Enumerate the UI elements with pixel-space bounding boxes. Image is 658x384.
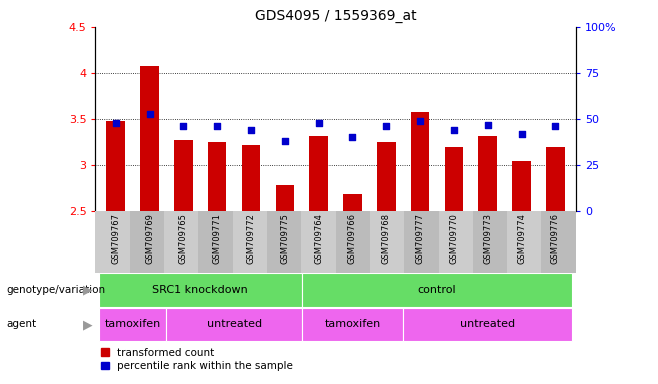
Text: GSM709770: GSM709770 — [449, 213, 459, 264]
Bar — [507, 211, 542, 273]
Text: control: control — [418, 285, 457, 295]
Text: ▶: ▶ — [82, 318, 92, 331]
Bar — [208, 142, 226, 211]
Legend: transformed count, percentile rank within the sample: transformed count, percentile rank withi… — [101, 348, 293, 371]
Text: GSM709774: GSM709774 — [517, 213, 526, 264]
Text: GSM709776: GSM709776 — [551, 213, 560, 264]
Bar — [542, 211, 576, 273]
Point — [550, 123, 561, 129]
Bar — [164, 211, 198, 273]
Text: GSM709766: GSM709766 — [348, 213, 357, 264]
Text: ▶: ▶ — [82, 283, 92, 296]
Text: GSM709769: GSM709769 — [145, 213, 154, 264]
Bar — [241, 145, 261, 211]
Bar — [198, 211, 233, 273]
Bar — [302, 308, 403, 341]
Bar — [140, 66, 159, 211]
Text: GSM709765: GSM709765 — [179, 213, 188, 264]
Bar — [301, 211, 336, 273]
Text: SRC1 knockdown: SRC1 knockdown — [153, 285, 248, 295]
Text: untreated: untreated — [207, 319, 262, 329]
Bar — [370, 211, 404, 273]
Bar — [233, 211, 267, 273]
Bar — [107, 121, 125, 211]
Bar — [309, 136, 328, 211]
Title: GDS4095 / 1559369_at: GDS4095 / 1559369_at — [255, 9, 417, 23]
Point — [280, 138, 290, 144]
Text: tamoxifen: tamoxifen — [105, 319, 161, 329]
Bar — [343, 194, 362, 211]
Bar — [174, 140, 193, 211]
Point — [482, 121, 493, 127]
Point — [347, 134, 358, 141]
Bar — [445, 147, 463, 211]
Point — [449, 127, 459, 133]
Point — [245, 127, 256, 133]
Bar — [438, 211, 473, 273]
Text: GSM709771: GSM709771 — [213, 213, 222, 264]
Bar — [403, 308, 572, 341]
Bar — [267, 211, 301, 273]
Point — [381, 123, 392, 129]
Text: GSM709777: GSM709777 — [416, 213, 424, 264]
Text: agent: agent — [7, 319, 37, 329]
Bar — [513, 161, 531, 211]
Text: GSM709767: GSM709767 — [111, 213, 120, 264]
Text: untreated: untreated — [460, 319, 515, 329]
Bar — [130, 211, 164, 273]
Point — [517, 131, 527, 137]
Text: GSM709764: GSM709764 — [314, 213, 323, 264]
Text: GSM709768: GSM709768 — [382, 213, 391, 264]
Bar — [302, 273, 572, 306]
Text: GSM709772: GSM709772 — [247, 213, 255, 264]
Point — [111, 120, 121, 126]
Text: tamoxifen: tamoxifen — [324, 319, 380, 329]
Bar — [546, 147, 565, 211]
Bar — [99, 308, 166, 341]
Text: GSM709775: GSM709775 — [280, 213, 290, 264]
Point — [144, 111, 155, 117]
Bar — [95, 211, 130, 273]
Bar — [404, 211, 438, 273]
Bar — [377, 142, 395, 211]
Bar — [276, 185, 294, 211]
Bar — [473, 211, 507, 273]
Bar — [166, 308, 302, 341]
Bar — [336, 211, 370, 273]
Bar — [478, 136, 497, 211]
Point — [415, 118, 426, 124]
Point — [313, 120, 324, 126]
Point — [212, 123, 222, 129]
Bar — [99, 273, 302, 306]
Text: GSM709773: GSM709773 — [483, 213, 492, 264]
Point — [178, 123, 189, 129]
Text: genotype/variation: genotype/variation — [7, 285, 106, 295]
Bar — [411, 112, 430, 211]
